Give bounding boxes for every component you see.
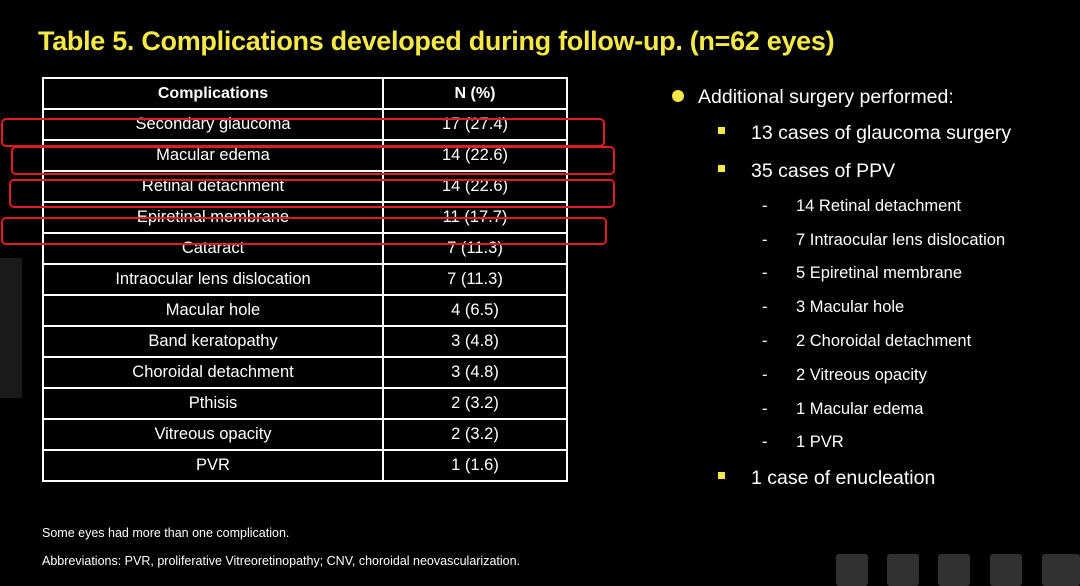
ppv-item: - 5 Epiretinal membrane xyxy=(762,264,962,283)
count-cell: 14 (22.6) xyxy=(382,170,568,203)
zoom-in-button[interactable] xyxy=(887,554,919,586)
bullet-ppv-text: 35 cases of PPV xyxy=(751,160,896,182)
bullet-glaucoma-surgery: 13 cases of glaucoma surgery xyxy=(718,122,1011,145)
table-row: Epiretinal membrane 11 (17.7) xyxy=(42,201,568,234)
complication-cell: Vitreous opacity xyxy=(42,418,384,451)
complications-table: Complications N (%) Secondary glaucoma 17… xyxy=(42,77,568,482)
count-cell: 1 (1.6) xyxy=(382,449,568,482)
menu-control-button[interactable] xyxy=(836,554,868,586)
bullet-ppv: 35 cases of PPV xyxy=(718,160,895,183)
complication-cell: Intraocular lens dislocation xyxy=(42,263,384,296)
count-cell: 4 (6.5) xyxy=(382,294,568,327)
previous-slide-button[interactable] xyxy=(990,554,1022,586)
bullet-main: Additional surgery performed: xyxy=(672,86,954,109)
table-row: Macular hole 4 (6.5) xyxy=(42,294,568,327)
dash-marker: - xyxy=(762,264,768,282)
bullet-dot-icon xyxy=(672,89,684,102)
bullet-main-text: Additional surgery performed: xyxy=(698,86,954,108)
ppv-item: - 3 Macular hole xyxy=(762,298,904,317)
table-row: Cataract 7 (11.3) xyxy=(42,232,568,265)
complication-cell: Band keratopathy xyxy=(42,325,384,358)
table-row: Retinal detachment 14 (22.6) xyxy=(42,170,568,203)
count-cell: 17 (27.4) xyxy=(382,108,568,141)
count-cell: 3 (4.8) xyxy=(382,356,568,389)
ppv-item-text: 1 PVR xyxy=(796,433,844,451)
dash-marker: - xyxy=(762,366,768,384)
table-row: PVR 1 (1.6) xyxy=(42,449,568,482)
ppv-item: - 7 Intraocular lens dislocation xyxy=(762,231,1005,250)
square-bullet-icon xyxy=(718,127,725,135)
count-cell: 2 (3.2) xyxy=(382,387,568,420)
count-cell: 11 (17.7) xyxy=(382,201,568,234)
complication-cell: Epiretinal membrane xyxy=(42,201,384,234)
column-header-n-percent: N (%) xyxy=(382,77,568,110)
footnote-abbreviations: Abbreviations: PVR, proliferative Vitreo… xyxy=(42,554,521,568)
table-row: Secondary glaucoma 17 (27.4) xyxy=(42,108,568,141)
pointer-control-button[interactable] xyxy=(938,554,970,586)
square-bullet-icon xyxy=(718,472,725,480)
count-cell: 3 (4.8) xyxy=(382,325,568,358)
count-cell: 14 (22.6) xyxy=(382,139,568,172)
bullet-glaucoma-text: 13 cases of glaucoma surgery xyxy=(751,122,1012,144)
bullet-enucleation-text: 1 case of enucleation xyxy=(751,467,936,489)
column-header-complications: Complications xyxy=(42,77,384,110)
table-row: Vitreous opacity 2 (3.2) xyxy=(42,418,568,451)
complication-cell: Macular edema xyxy=(42,139,384,172)
next-slide-button[interactable] xyxy=(1042,554,1080,586)
dash-marker: - xyxy=(762,400,768,418)
slide-title: Table 5. Complications developed during … xyxy=(38,26,835,56)
complication-cell: Cataract xyxy=(42,232,384,265)
dash-marker: - xyxy=(762,231,768,249)
dash-marker: - xyxy=(762,332,768,350)
square-bullet-icon xyxy=(718,165,725,173)
ppv-item: - 1 PVR xyxy=(762,433,844,452)
count-cell: 7 (11.3) xyxy=(382,263,568,296)
table-row: Macular edema 14 (22.6) xyxy=(42,139,568,172)
table-header-row: Complications N (%) xyxy=(42,77,568,110)
ppv-item: - 2 Vitreous opacity xyxy=(762,366,927,385)
dash-marker: - xyxy=(762,197,768,215)
table-row: Intraocular lens dislocation 7 (11.3) xyxy=(42,263,568,296)
ppv-item: - 14 Retinal detachment xyxy=(762,197,961,216)
complication-cell: Choroidal detachment xyxy=(42,356,384,389)
table-row: Band keratopathy 3 (4.8) xyxy=(42,325,568,358)
ppv-item-text: 1 Macular edema xyxy=(796,400,924,418)
ppv-item-text: 2 Choroidal detachment xyxy=(796,332,972,350)
complication-cell: Macular hole xyxy=(42,294,384,327)
ppv-item-text: 2 Vitreous opacity xyxy=(796,366,927,384)
count-cell: 2 (3.2) xyxy=(382,418,568,451)
ppv-item: - 2 Choroidal detachment xyxy=(762,332,971,351)
table-row: Pthisis 2 (3.2) xyxy=(42,387,568,420)
ppv-item-text: 5 Epiretinal membrane xyxy=(796,264,962,282)
ppv-item-text: 3 Macular hole xyxy=(796,298,905,316)
bullet-enucleation: 1 case of enucleation xyxy=(718,467,935,490)
ppv-item: - 1 Macular edema xyxy=(762,400,923,419)
table-row: Choroidal detachment 3 (4.8) xyxy=(42,356,568,389)
sidebar-strip xyxy=(0,258,22,398)
complication-cell: Pthisis xyxy=(42,387,384,420)
dash-marker: - xyxy=(762,433,768,451)
count-cell: 7 (11.3) xyxy=(382,232,568,265)
complication-cell: Secondary glaucoma xyxy=(42,108,384,141)
ppv-item-text: 7 Intraocular lens dislocation xyxy=(796,231,1006,249)
dash-marker: - xyxy=(762,298,768,316)
complication-cell: PVR xyxy=(42,449,384,482)
complication-cell: Retinal detachment xyxy=(42,170,384,203)
footnote-multiple-complications: Some eyes had more than one complication… xyxy=(42,526,290,540)
ppv-item-text: 14 Retinal detachment xyxy=(796,197,962,215)
